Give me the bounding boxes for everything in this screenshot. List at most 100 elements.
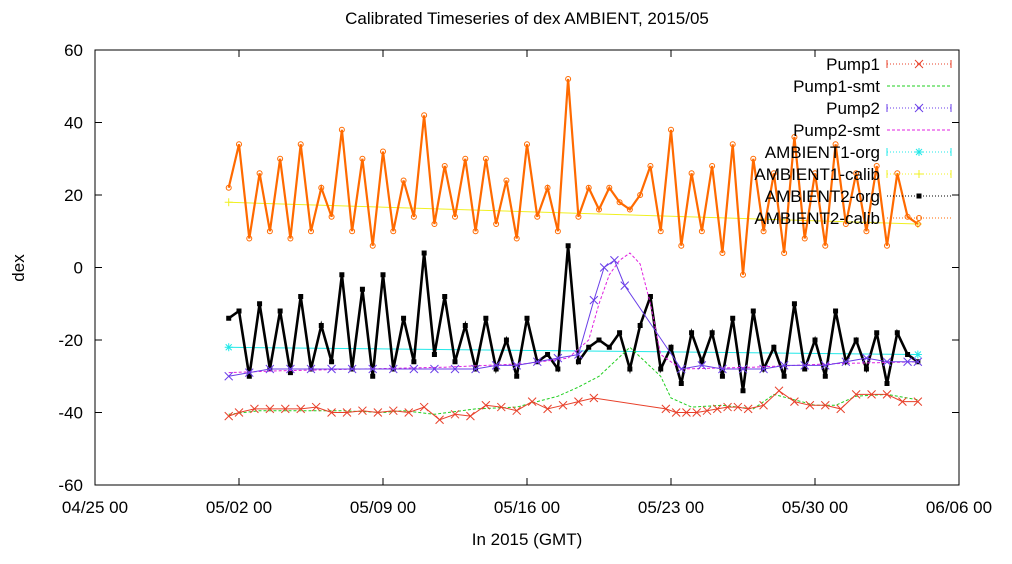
data-point-ambient2-calib bbox=[791, 134, 798, 140]
legend-marker bbox=[916, 193, 922, 199]
data-point-ambient2-calib bbox=[904, 213, 911, 220]
x-axis-label: In 2015 (GMT) bbox=[472, 530, 583, 549]
data-point-pump2 bbox=[718, 364, 727, 374]
legend-item-pump1-smt: Pump1-smt bbox=[793, 77, 951, 96]
data-point-ambient2-org bbox=[884, 381, 890, 386]
data-point-ambient2-calib bbox=[585, 184, 592, 191]
data-point-pump1 bbox=[882, 390, 892, 399]
legend-item-ambient2-calib: AMBIENT2-calib bbox=[754, 209, 951, 228]
data-point-ambient2-org bbox=[545, 352, 551, 357]
data-point-ambient2-org bbox=[452, 359, 458, 365]
data-point-ambient2-calib bbox=[328, 213, 335, 220]
series-line-ambient2-calib bbox=[227, 78, 919, 275]
data-point-ambient2-calib bbox=[616, 199, 623, 206]
y-tick-label: 40 bbox=[64, 114, 83, 133]
data-point-ambient2-calib bbox=[534, 213, 541, 220]
data-point-pump2 bbox=[244, 368, 254, 377]
data-point-ambient2-calib bbox=[709, 163, 716, 169]
data-point-ambient2-org bbox=[750, 308, 756, 314]
data-point-ambient2-org bbox=[503, 337, 509, 343]
data-point-ambient2-org bbox=[257, 301, 263, 307]
legend-label: AMBIENT1-calib bbox=[754, 165, 880, 184]
data-point-pump2 bbox=[903, 357, 912, 367]
data-point-ambient2-org bbox=[627, 366, 633, 372]
data-point-ambient2-calib bbox=[740, 271, 746, 278]
data-point-ambient2-org bbox=[678, 381, 684, 386]
data-point-ambient2-calib bbox=[421, 112, 428, 119]
data-point-ambient2-org bbox=[853, 337, 859, 343]
data-point-ambient2-calib bbox=[750, 155, 757, 162]
data-point-pump1 bbox=[419, 402, 429, 412]
data-point-pump1 bbox=[224, 411, 234, 421]
data-point-ambient2-org bbox=[719, 373, 725, 379]
data-point-ambient2-org bbox=[380, 272, 386, 278]
data-point-ambient2-org bbox=[483, 315, 489, 321]
data-point-pump2 bbox=[450, 364, 460, 374]
x-tick-label: 05/23 00 bbox=[638, 498, 704, 517]
series-pump2 bbox=[224, 255, 923, 381]
data-point-ambient2-calib bbox=[225, 184, 232, 191]
data-point-pump1 bbox=[512, 406, 522, 416]
data-point-ambient2-org bbox=[905, 352, 911, 357]
data-point-ambient2-calib bbox=[297, 141, 304, 148]
data-point-pump2 bbox=[697, 361, 707, 370]
data-point-ambient2-org bbox=[689, 330, 695, 336]
data-point-ambient2-calib bbox=[400, 177, 407, 184]
data-point-pump1 bbox=[733, 402, 743, 412]
data-point-pump1 bbox=[234, 408, 244, 417]
x-tick-label: 05/02 00 bbox=[206, 498, 272, 517]
legend-item-ambient2-org: AMBIENT2-org bbox=[765, 187, 951, 206]
data-point-ambient2-org bbox=[524, 315, 530, 321]
data-point-ambient2-org bbox=[555, 366, 561, 372]
data-point-ambient2-calib bbox=[647, 163, 654, 169]
data-point-pump1 bbox=[358, 406, 367, 416]
legend-label: Pump1-smt bbox=[793, 77, 880, 96]
y-tick-label: 20 bbox=[64, 186, 83, 205]
data-point-ambient2-calib bbox=[822, 242, 829, 249]
y-tick-label: -20 bbox=[58, 331, 83, 350]
data-point-pump1 bbox=[820, 400, 830, 410]
data-point-ambient2-calib bbox=[369, 242, 376, 249]
data-point-ambient2-org bbox=[236, 308, 242, 314]
data-point-ambient2-org bbox=[318, 323, 324, 328]
data-point-ambient2-calib bbox=[832, 141, 839, 148]
data-point-ambient2-org bbox=[411, 359, 417, 365]
data-point-ambient2-calib bbox=[719, 250, 726, 256]
data-point-pump1 bbox=[692, 408, 702, 417]
data-point-pump1 bbox=[527, 397, 537, 406]
data-point-ambient2-calib bbox=[698, 228, 705, 235]
data-point-ambient2-calib bbox=[781, 250, 788, 256]
data-point-ambient2-calib bbox=[308, 228, 314, 235]
data-point-ambient2-calib bbox=[853, 170, 860, 177]
data-point-ambient2-calib bbox=[318, 184, 325, 191]
data-point-ambient2-calib bbox=[410, 213, 417, 220]
data-point-pump1 bbox=[296, 404, 306, 414]
series-layer bbox=[224, 76, 923, 425]
data-point-ambient2-calib bbox=[606, 184, 613, 191]
data-point-pump2 bbox=[409, 364, 419, 374]
axes-layer: 04/25 00 05/02 00 05/09 00 05/16 00 05/23 00… bbox=[58, 41, 992, 517]
data-point-pump1 bbox=[280, 404, 290, 414]
data-point-ambient2-calib bbox=[678, 242, 685, 249]
data-point-pump2 bbox=[306, 364, 316, 374]
data-point-ambient2-calib bbox=[256, 170, 263, 177]
data-point-ambient2-calib bbox=[729, 141, 736, 148]
data-point-pump1 bbox=[661, 404, 671, 414]
data-point-ambient2-calib bbox=[657, 228, 664, 235]
data-point-ambient2-org bbox=[514, 373, 520, 379]
data-point-pump1 bbox=[851, 390, 861, 399]
data-point-pump2 bbox=[620, 281, 630, 290]
data-point-pump1 bbox=[543, 404, 552, 414]
data-point-pump2 bbox=[574, 350, 583, 359]
data-point-ambient2-calib bbox=[287, 235, 294, 242]
data-point-ambient2-org bbox=[298, 294, 304, 299]
data-point-ambient2-calib bbox=[359, 155, 366, 162]
y-tick-label: 60 bbox=[64, 41, 83, 60]
data-point-pump2 bbox=[327, 364, 336, 374]
data-point-ambient2-org bbox=[565, 243, 571, 249]
data-point-ambient2-org bbox=[287, 370, 293, 376]
data-point-ambient2-org bbox=[359, 286, 365, 292]
data-point-pump1 bbox=[774, 386, 784, 396]
data-point-pump2 bbox=[759, 364, 768, 374]
data-point-ambient2-org bbox=[658, 366, 664, 372]
